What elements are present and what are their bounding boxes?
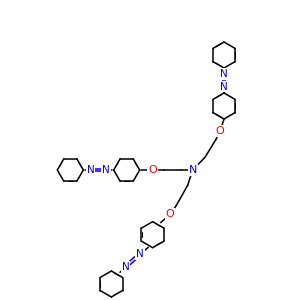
Text: N: N	[122, 262, 130, 272]
Text: O: O	[216, 126, 224, 136]
Text: N: N	[220, 82, 228, 92]
Text: N: N	[220, 69, 228, 79]
Text: N: N	[102, 165, 110, 175]
Text: O: O	[148, 165, 157, 175]
Text: O: O	[166, 209, 174, 219]
Text: N: N	[188, 165, 197, 175]
Text: N: N	[136, 249, 144, 259]
Text: N: N	[87, 165, 94, 175]
